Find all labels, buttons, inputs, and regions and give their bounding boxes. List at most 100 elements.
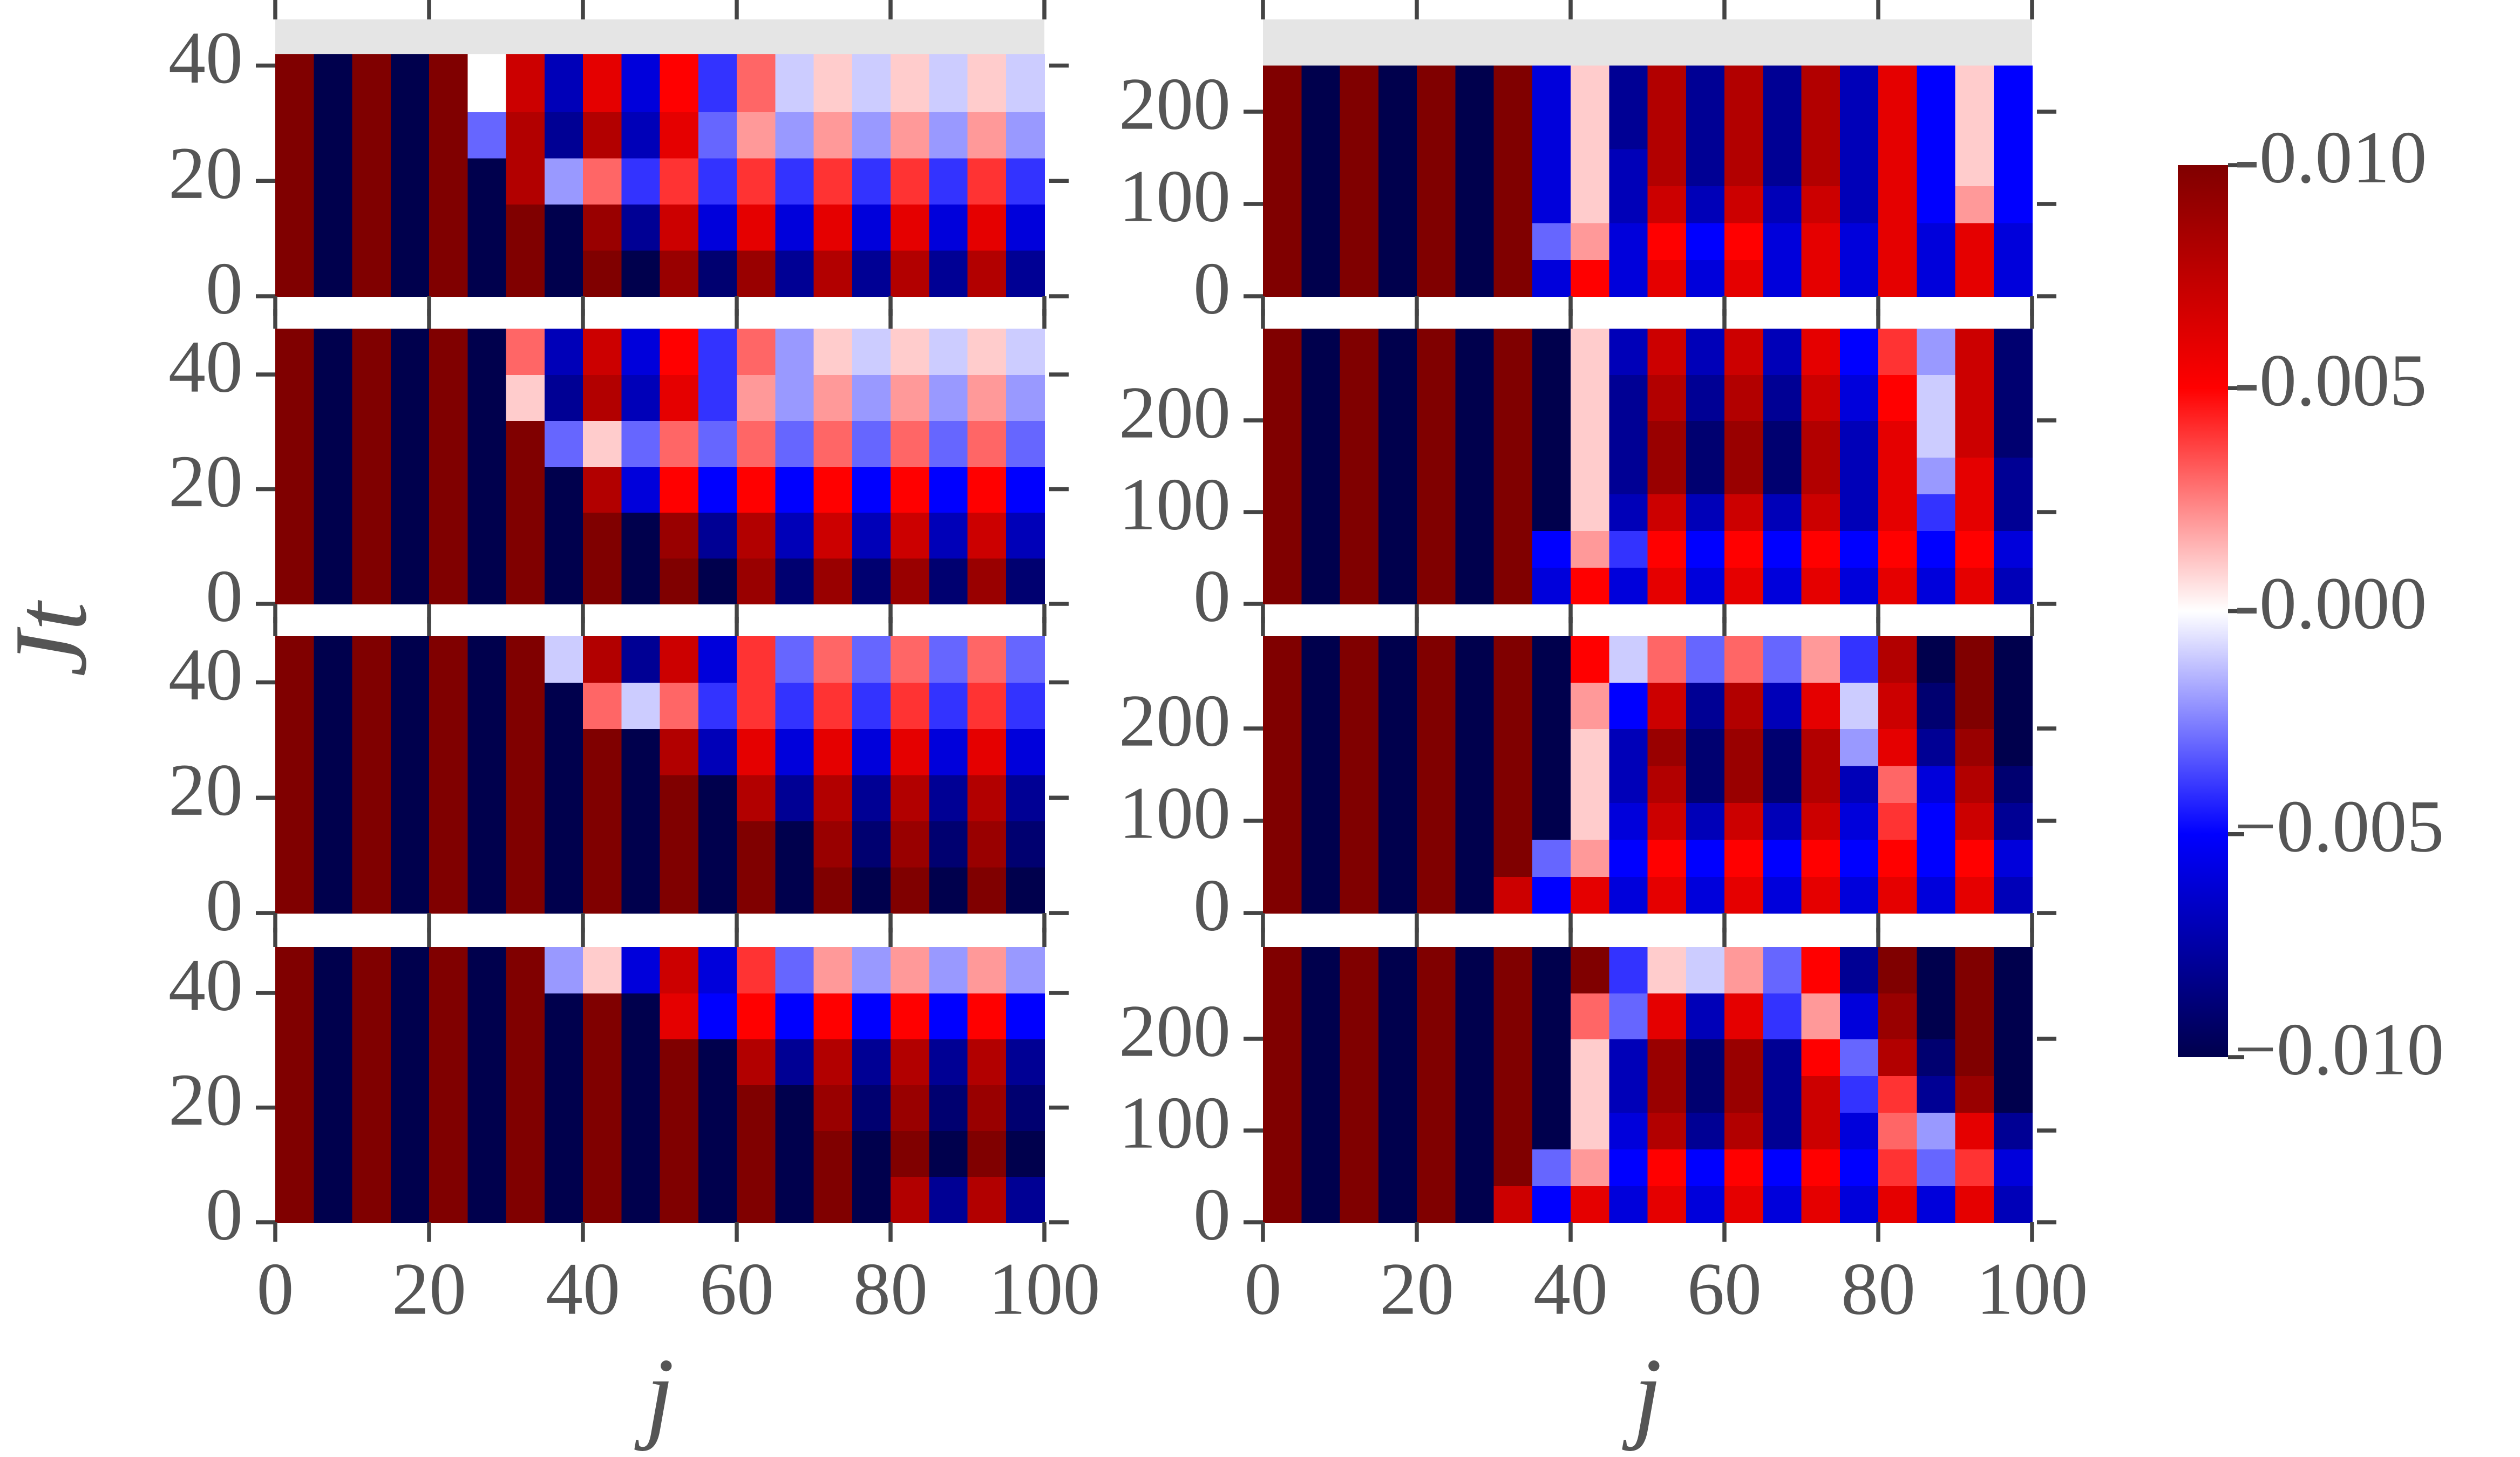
heatmap-cell [660,158,699,205]
heatmap-cell [891,375,930,421]
heatmap-cell [544,1176,584,1223]
heatmap-cell [1006,993,1045,1040]
heatmap-cell [1724,185,1764,223]
heatmap-cell [1763,222,1802,260]
heatmap-cell [390,54,430,113]
heatmap-cell [1955,993,1994,1040]
heatmap-cell [852,867,892,914]
heatmap-cell [1301,1149,1341,1187]
heatmap-cell [1532,1039,1572,1077]
heatmap-cell [1993,222,2033,260]
heatmap-cell [621,1176,661,1223]
heatmap-cell [1647,222,1687,260]
heatmap-cell [852,466,892,513]
heatmap-cell [314,54,353,113]
heatmap-cell [775,1176,814,1223]
heatmap-cell [813,54,853,113]
heatmap-cell [852,112,892,159]
heatmap-cell [1686,876,1726,914]
heatmap-cell [1724,65,1764,113]
heatmap-cell [1301,993,1341,1040]
heatmap-cell [1417,65,1456,113]
heatmap-cell [390,375,430,421]
heatmap-cell [1993,729,2033,766]
heatmap-cell [1417,1039,1456,1077]
heatmap-cell [1917,494,1956,532]
heatmap-cell [813,993,853,1040]
no-data [275,19,1045,55]
heatmap-cell [429,420,468,467]
heatmap-cell [1609,112,1648,149]
colorbar-tick-label: −0.005 [2234,785,2444,867]
heatmap-cell [1263,1075,1302,1113]
heatmap-cell [813,250,853,297]
heatmap-cell [429,1039,468,1086]
heatmap-cell [929,250,968,297]
heatmap-cell [583,466,622,513]
heatmap-cell [891,466,930,513]
heatmap-cell [1455,222,1495,260]
heatmap-cell [1609,530,1648,568]
heatmap-cell [891,1085,930,1132]
heatmap-cell [813,112,853,159]
heatmap-cell [1417,947,1456,994]
heatmap-cell [314,1131,353,1177]
heatmap-cell [1609,1149,1648,1187]
heatmap-cell [1955,375,1994,421]
heatmap-cell [314,158,353,205]
heatmap-cell [1493,1112,1533,1150]
heatmap-cell [1340,259,1379,297]
heatmap-cell [1955,682,1994,730]
heatmap-cell [583,867,622,914]
heatmap-cell [467,158,507,205]
heatmap-cell [544,54,584,113]
heatmap-cell [1647,636,1687,683]
heatmap-cell [929,204,968,251]
heatmap-cell [1724,682,1764,730]
heatmap-cell [1917,222,1956,260]
heatmap-cell [1571,947,1610,994]
heatmap-cell [1955,1186,1994,1223]
heatmap-cell [929,420,968,467]
heatmap-cell [1801,802,1840,840]
heatmap-cell [1724,993,1764,1040]
heatmap-cell [1301,259,1341,297]
heatmap-cell [1378,947,1418,994]
heatmap-cell [1647,112,1687,149]
heatmap-cell [1839,65,1879,113]
heatmap-cell [698,1085,738,1132]
heatmap-cell [1917,329,1956,376]
heatmap-cell [1571,185,1610,223]
heatmap-cell [314,420,353,467]
heatmap-cell [1724,567,1764,605]
y-tick-label: 0 [1193,864,1231,947]
heatmap-cell [1378,1112,1418,1150]
heatmap-cell [1378,729,1418,766]
heatmap-cell [967,1176,1007,1223]
heatmap-cell [583,512,622,559]
heatmap-cell [1763,1186,1802,1223]
heatmap-cell [1839,947,1879,994]
heatmap-cell [429,54,468,113]
heatmap-cell [1917,112,1956,149]
heatmap-cell [1993,802,2033,840]
heatmap-cell [1532,420,1572,458]
heatmap-cell [352,329,391,376]
heatmap-cell [1763,375,1802,421]
heatmap-cell [506,1039,545,1086]
heatmap-cell [1724,802,1764,840]
heatmap-cell [1263,530,1302,568]
heatmap-cell [1647,185,1687,223]
heatmap-cell [1878,947,1918,994]
heatmap-cell [1993,530,2033,568]
heatmap-cell [467,774,507,822]
heatmap-cell [1609,993,1648,1040]
heatmap-cell [583,682,622,730]
heatmap-cell [544,1131,584,1177]
heatmap-cell [1006,250,1045,297]
heatmap-cell [1647,457,1687,495]
heatmap-cell [1686,259,1726,297]
heatmap-cell [967,1039,1007,1086]
heatmap-cell [352,947,391,994]
heatmap-cell [891,558,930,605]
